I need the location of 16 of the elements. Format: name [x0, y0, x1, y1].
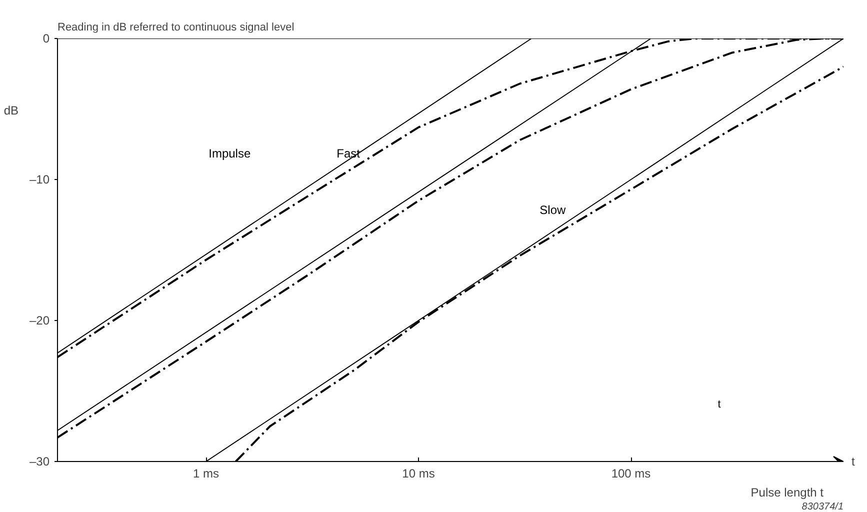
y-tick-label: 0 [42, 32, 50, 46]
x-tick-label: 1 ms [193, 466, 220, 480]
text: t [852, 454, 856, 468]
y-tick-label: –10 [29, 172, 50, 186]
y-tick-label: –20 [29, 314, 50, 328]
x-tick-label: 100 ms [611, 466, 651, 480]
y-tick-label: –30 [29, 454, 50, 468]
annotation: Fast [336, 146, 361, 161]
annotation: Impulse [208, 146, 251, 161]
x-axis-title: Pulse length t [750, 486, 824, 500]
x-tick-label: 10 ms [402, 466, 435, 480]
chart-title: Reading in dB referred to continuous signal level [58, 22, 294, 34]
annotation: t [718, 398, 721, 410]
annotation: Slow [540, 202, 566, 217]
text: 830374/1 [802, 502, 844, 512]
y-axis-title: dB [4, 103, 19, 118]
